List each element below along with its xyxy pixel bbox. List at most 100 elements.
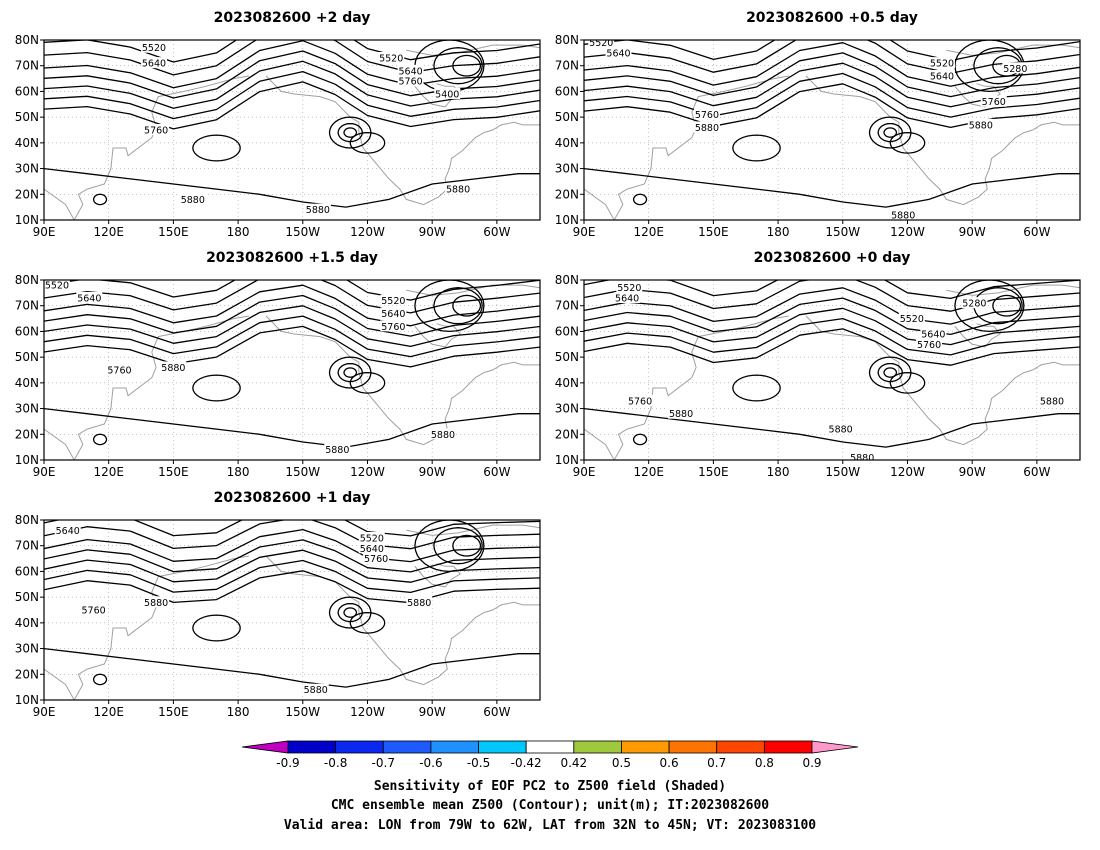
contour-label: 5880: [829, 425, 853, 436]
contour-label: 5880: [431, 430, 455, 441]
contour-label: 5760: [82, 606, 106, 617]
colorbar-tick-label: -0.5: [467, 756, 490, 770]
contour-label: 5520: [142, 43, 166, 54]
contour-label: 5640: [77, 294, 101, 305]
closed-low-contour: [992, 54, 1022, 77]
lon-tick-label: 60W: [483, 465, 510, 479]
lon-tick-label: 90E: [573, 225, 596, 239]
colorbar-tick-label: 0.8: [755, 756, 774, 770]
z500-contour: [584, 297, 1080, 336]
colorbar-swatch: [525, 740, 575, 754]
map-panel: 2023082600 +2 day55205640576055205640576…: [15, 10, 541, 239]
closed-high-contour: [732, 134, 781, 162]
z500-contour: [44, 40, 540, 63]
contour-label: 5880: [304, 685, 328, 696]
colorbar-swatch: [763, 740, 813, 754]
contour-label-background: [380, 320, 407, 332]
contour-label: 5760: [982, 97, 1006, 108]
lon-tick-label: 90W: [419, 465, 446, 479]
lon-tick-label: 90E: [33, 225, 56, 239]
z500-contour: [44, 305, 540, 348]
contour-label-background: [302, 683, 329, 695]
z500-contour: [584, 307, 1080, 346]
contour-label-background: [304, 203, 331, 215]
contour-label-background: [898, 312, 925, 324]
z500-contour: [44, 40, 540, 76]
contour-label-background: [588, 40, 615, 48]
closed-low-contour: [877, 122, 903, 143]
contour-label: 5280: [1003, 64, 1027, 75]
contour-label: 5520: [45, 281, 69, 292]
z500-contour: [44, 284, 540, 327]
lat-tick-label: 40N: [15, 136, 39, 150]
contour-label: 5880: [1040, 396, 1064, 407]
panel-title: 2023082600 +2 day: [214, 10, 371, 26]
z500-contour: [584, 40, 1080, 75]
lon-tick-label: 150W: [285, 705, 320, 719]
z500-contour: [584, 42, 1080, 87]
closed-high-contour: [92, 193, 108, 206]
colorbar-swatch: [716, 740, 765, 754]
lat-tick-label: 50N: [555, 350, 579, 364]
z500-contour: [584, 317, 1080, 356]
z500-contour: [44, 549, 540, 583]
lat-tick-label: 20N: [15, 667, 39, 681]
caption-line-3: Valid area: LON from 79W to 62W, LAT fro…: [284, 818, 816, 833]
lon-tick-label: 90W: [419, 705, 446, 719]
contour-label: 5880: [306, 205, 330, 216]
contour-label: 5880: [325, 445, 349, 456]
contour-label-background: [76, 292, 103, 303]
map-panel: 2023082600 +0 day55205640576058805520564…: [555, 250, 1081, 479]
z500-contour: [44, 294, 540, 337]
closed-low-contour: [414, 280, 485, 333]
map-frame: [43, 519, 541, 701]
lat-tick-label: 60N: [15, 84, 39, 98]
lat-tick-label: 40N: [555, 376, 579, 390]
contour-label: 5880: [446, 185, 470, 196]
lon-tick-label: 180: [227, 705, 250, 719]
coastline: [805, 315, 1080, 446]
closed-low-contour: [877, 362, 903, 383]
closed-low-contour: [337, 362, 363, 383]
contour-label-background: [80, 604, 107, 615]
closed-low-contour: [328, 116, 372, 149]
contour-label-background: [1038, 394, 1065, 406]
panel-title: 2023082600 +0 day: [754, 250, 911, 266]
colorbar-swatch: [621, 740, 670, 754]
lon-tick-label: 60W: [483, 705, 510, 719]
contour-label-background: [928, 70, 955, 81]
lat-tick-label: 40N: [15, 616, 39, 630]
lat-tick-label: 70N: [555, 59, 579, 73]
z500-contour: [44, 40, 540, 89]
lat-tick-label: 80N: [555, 33, 579, 47]
map-frame: [43, 39, 541, 221]
contour-label: 5760: [917, 340, 941, 351]
contour-label: 5640: [921, 330, 945, 341]
lon-tick-label: 150W: [285, 465, 320, 479]
z500-contour: [44, 81, 540, 130]
contour-label-background: [980, 95, 1007, 107]
contour-label-background: [143, 596, 170, 608]
lon-tick-label: 150E: [158, 465, 189, 479]
contour-label: 5880: [407, 598, 431, 609]
contour-label: 5640: [360, 544, 384, 555]
lat-tick-label: 10N: [15, 213, 39, 227]
lon-tick-label: 120W: [350, 465, 385, 479]
lat-tick-label: 70N: [15, 59, 39, 73]
contour-label: 5760: [144, 126, 168, 137]
contour-label: 5760: [695, 110, 719, 121]
contour-label-background: [140, 41, 167, 53]
closed-low-contour: [433, 287, 483, 325]
contour-label-background: [890, 208, 917, 220]
contour-label-background: [920, 328, 947, 339]
lon-tick-label: 120W: [890, 465, 925, 479]
contour-label: 5640: [381, 309, 405, 320]
contour-label-background: [627, 394, 654, 406]
coastline: [584, 75, 789, 220]
map-panels: 2023082600 +2 day55205640576055205640576…: [15, 10, 1081, 719]
closed-low-contour: [452, 54, 482, 77]
lon-tick-label: 120E: [93, 705, 124, 719]
